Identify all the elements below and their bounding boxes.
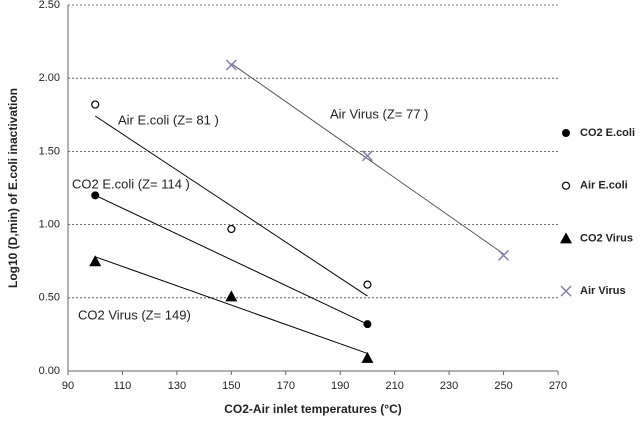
data-point (91, 191, 100, 200)
legend-label: CO2 E.coli (580, 127, 635, 139)
y-axis-title: Log10 (D,min) of E.coli inactivation (6, 88, 20, 288)
annotation: CO2 E.coli (Z= 114 ) (72, 176, 190, 191)
legend-label: CO2 Virus (580, 232, 633, 244)
data-point (91, 100, 100, 109)
x-tick-label: 150 (222, 380, 240, 392)
x-tick-label: 250 (494, 380, 512, 392)
legend-marker (560, 232, 572, 244)
y-tick-label: 0.50 (39, 292, 60, 304)
y-tick-label: 1.50 (39, 145, 60, 157)
y-tick-label: 0.00 (39, 365, 60, 377)
data-point (363, 280, 372, 289)
data-point (225, 290, 238, 302)
data-point (361, 150, 373, 162)
legend-marker (561, 181, 571, 190)
legend-label: Air E.coli (580, 180, 628, 192)
x-tick-label: 130 (168, 380, 186, 392)
legend-marker (562, 129, 570, 137)
data-point (498, 249, 510, 261)
trend-line (94, 115, 368, 297)
data-point (227, 224, 236, 234)
legend-label: Air Virus (580, 285, 626, 297)
data-point (89, 255, 102, 267)
data-point (225, 59, 237, 71)
annotation: CO2 Virus (Z= 149) (78, 307, 191, 322)
data-point (361, 351, 374, 363)
data-point (363, 320, 372, 329)
y-tick-label: 2.50 (39, 0, 60, 11)
y-tick-label: 1.00 (39, 219, 60, 231)
x-tick-label: 270 (549, 380, 567, 392)
legend-marker (560, 285, 572, 297)
x-tick-label: 230 (440, 380, 458, 392)
trend-line (231, 63, 504, 255)
trend-line (95, 194, 368, 325)
annotation: Air E.coli (Z= 81 ) (118, 112, 219, 127)
x-tick-label: 210 (385, 380, 403, 392)
x-tick-label: 170 (277, 380, 295, 392)
x-tick-label: 90 (62, 380, 74, 392)
y-tick-label: 2.00 (39, 72, 60, 84)
trend-line (95, 256, 368, 354)
x-axis-title: CO2-Air inlet temperatures (°C) (224, 402, 402, 416)
x-tick-label: 110 (114, 380, 132, 392)
annotation: Air Virus (Z= 77 ) (330, 106, 428, 121)
x-tick-label: 190 (331, 380, 349, 392)
